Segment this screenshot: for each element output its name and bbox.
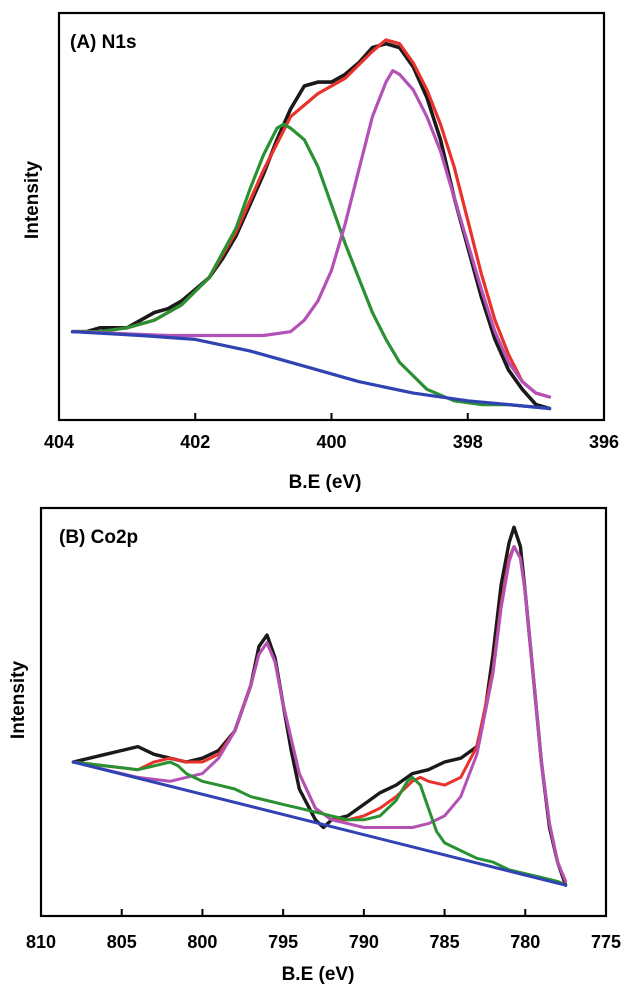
x-tick-label-b-1: 805	[107, 932, 137, 952]
series-line-a-3	[71, 69, 552, 399]
x-tick-label-b-5: 785	[430, 932, 460, 952]
plot-frame-a	[57, 11, 606, 422]
series-line-a-4	[71, 330, 552, 411]
series-line-b-0	[71, 525, 568, 887]
x-axis-title-b: B.E (eV)	[282, 964, 355, 985]
series-line-a-2	[71, 122, 552, 411]
panel-b: (B) Co2p Intensity B.E (eV) 810 805 800 795…	[8, 506, 621, 985]
x-tick-label-a-3: 398	[453, 432, 483, 452]
x-ticks-b: 810 805 800 795 790 785 780 775	[26, 909, 621, 952]
x-tick-label-a-4: 396	[589, 432, 619, 452]
x-tick-label-a-1: 402	[180, 432, 210, 452]
series-layer-a	[70, 38, 552, 411]
x-tick-label-b-4: 790	[349, 932, 379, 952]
panel-label-b: (B) Co2p	[59, 527, 138, 548]
series-layer-b	[71, 525, 568, 887]
x-tick-label-b-7: 775	[591, 932, 621, 952]
y-axis-title-a: Intensity	[22, 161, 43, 240]
y-axis-title-b: Intensity	[8, 661, 29, 740]
series-line-b-2	[71, 545, 568, 883]
x-ticks-a: 404 402 400 398 396	[44, 413, 619, 452]
panel-a: (A) N1s Intensity B.E (eV) 404 402 400 398 3…	[22, 11, 619, 493]
series-line-a-1	[71, 38, 552, 399]
x-tick-label-b-0: 810	[26, 932, 56, 952]
series-line-b-4	[71, 760, 568, 887]
panel-label-a: (A) N1s	[70, 32, 137, 53]
x-tick-label-b-6: 780	[510, 932, 540, 952]
plot-frame-b	[39, 506, 608, 918]
x-tick-label-b-2: 800	[187, 932, 217, 952]
series-line-b-3	[71, 760, 568, 887]
x-tick-label-a-0: 404	[44, 432, 74, 452]
x-axis-title-a: B.E (eV)	[289, 472, 362, 493]
x-tick-label-b-3: 795	[268, 932, 298, 952]
x-tick-label-a-2: 400	[316, 432, 346, 452]
series-line-b-1	[71, 545, 568, 883]
